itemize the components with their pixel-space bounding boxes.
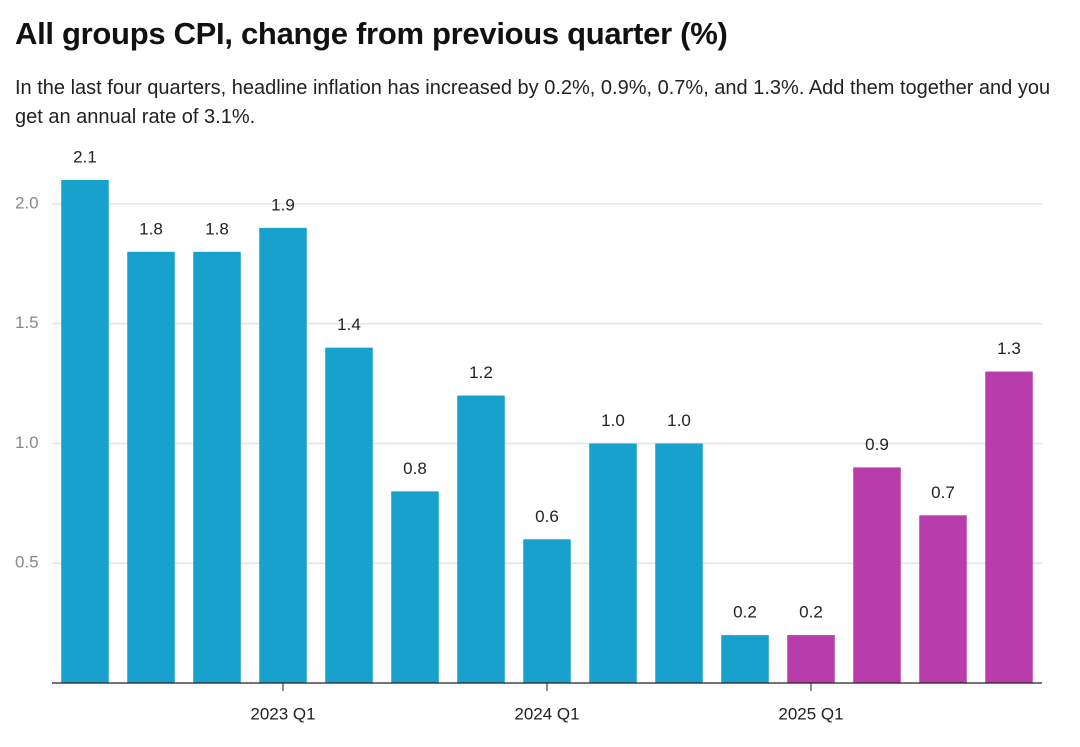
- bar: [721, 635, 769, 683]
- y-tick-label: 1.0: [15, 433, 39, 452]
- data-label: 0.9: [865, 435, 889, 454]
- data-label: 1.2: [469, 363, 493, 382]
- bar: [589, 443, 637, 683]
- bar: [193, 251, 241, 683]
- data-label: 1.0: [667, 411, 691, 430]
- bar: [523, 539, 571, 683]
- chart-subtitle: In the last four quarters, headline infl…: [15, 77, 1051, 128]
- bar: [259, 227, 307, 683]
- bar: [787, 635, 835, 683]
- data-label: 1.0: [601, 411, 625, 430]
- bar: [61, 179, 109, 684]
- data-label: 0.7: [931, 483, 955, 502]
- data-label: 1.8: [139, 219, 163, 238]
- data-label: 1.3: [997, 339, 1021, 358]
- data-label: 0.2: [733, 603, 757, 622]
- y-tick-label: 0.5: [15, 553, 39, 572]
- bar: [391, 491, 439, 683]
- x-tick-label: 2023 Q1: [250, 704, 315, 723]
- data-label: 0.8: [403, 459, 427, 478]
- data-label: 1.8: [205, 219, 229, 238]
- bar: [655, 443, 703, 683]
- data-label: 2.1: [73, 147, 97, 166]
- data-label: 1.9: [271, 195, 295, 214]
- bar: [919, 515, 967, 683]
- bar: [325, 347, 373, 683]
- data-label: 0.6: [535, 507, 559, 526]
- bar: [853, 467, 901, 683]
- bar: [985, 371, 1033, 683]
- data-label: 0.2: [799, 603, 823, 622]
- bar: [457, 395, 505, 683]
- y-tick-label: 1.5: [15, 313, 39, 332]
- chart-title: All groups CPI, change from previous qua…: [15, 16, 728, 51]
- y-tick-label: 2.0: [15, 193, 39, 212]
- x-tick-label: 2025 Q1: [778, 704, 843, 723]
- bar: [127, 251, 175, 683]
- x-tick-label: 2024 Q1: [514, 704, 579, 723]
- data-label: 1.4: [337, 315, 361, 334]
